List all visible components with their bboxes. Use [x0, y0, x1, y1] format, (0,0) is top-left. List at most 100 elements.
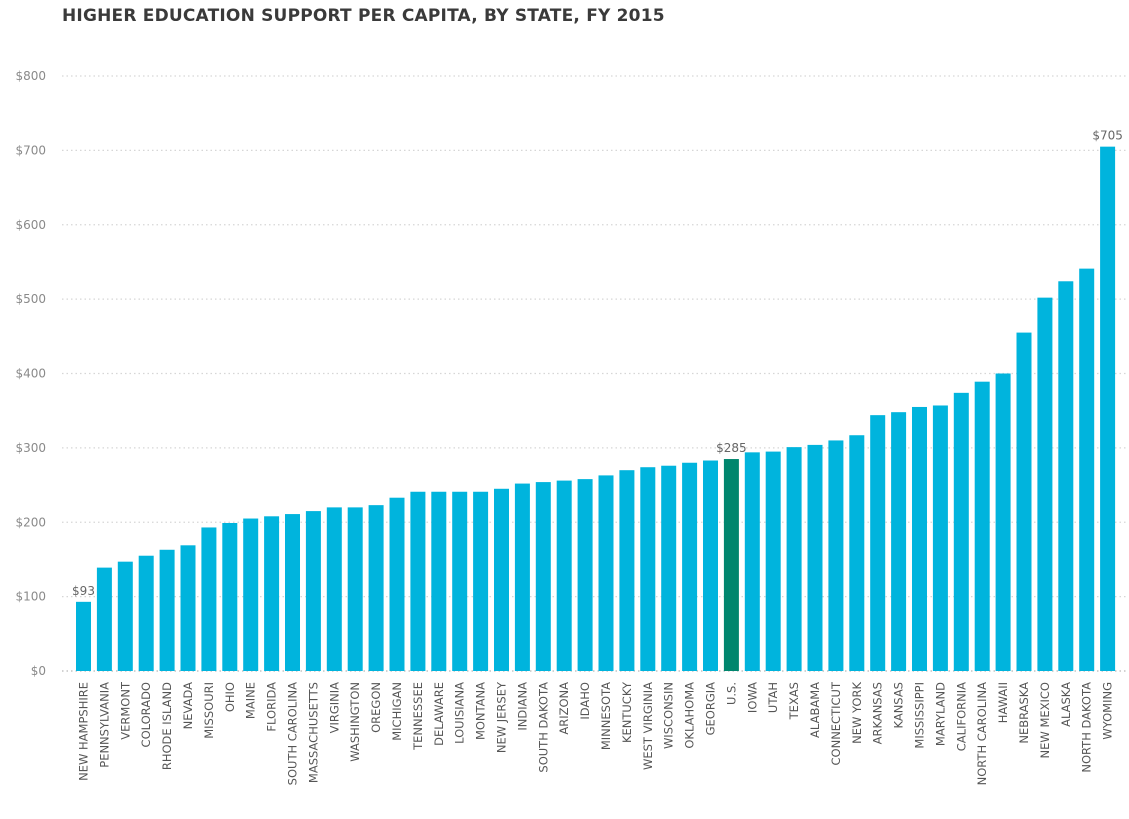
y-tick-label: $200	[15, 515, 46, 529]
bar	[1037, 297, 1053, 671]
x-tick-label: KENTUCKY	[620, 681, 634, 743]
y-axis: $0 $100 $200 $300 $400 $500 $600 $700 $800	[15, 69, 46, 678]
x-tick-label: NEVADA	[181, 682, 195, 730]
x-tick-label: DELAWARE	[432, 682, 446, 746]
bar	[640, 467, 656, 671]
bar	[305, 511, 321, 671]
x-tick-label: NORTH CAROLINA	[975, 682, 989, 785]
bar	[786, 447, 802, 671]
bar	[1100, 146, 1116, 671]
x-tick-label: FLORIDA	[265, 682, 279, 732]
x-tick-label: CALIFORNIA	[954, 682, 968, 751]
x-tick-label: MAINE	[244, 682, 258, 719]
x-tick-label: VIRGINIA	[327, 682, 341, 734]
x-tick-label: WISCONSIN	[662, 682, 676, 749]
bar	[494, 488, 509, 671]
x-tick-label: TEXAS	[787, 682, 801, 720]
bar	[535, 482, 551, 671]
bar	[76, 601, 91, 671]
x-tick-label: GEORGIA	[704, 682, 718, 736]
bar	[138, 555, 154, 671]
x-tick-label: INDIANA	[515, 682, 529, 731]
bar	[326, 507, 342, 671]
x-tick-label: TENNESSEE	[411, 682, 425, 751]
x-tick-label: SOUTH DAKOTA	[536, 682, 550, 773]
bar	[682, 462, 698, 671]
x-tick-label: MARYLAND	[933, 682, 947, 746]
bar	[723, 459, 739, 671]
y-tick-label: $400	[15, 367, 46, 381]
x-tick-label: UTAH	[766, 682, 780, 713]
x-tick-label: OKLAHOMA	[683, 682, 697, 749]
bar	[96, 567, 112, 671]
y-tick-label: $600	[15, 218, 46, 232]
bar	[514, 483, 530, 671]
bar	[117, 561, 133, 671]
bar	[619, 470, 635, 671]
bar	[285, 514, 300, 671]
bar	[264, 516, 280, 671]
x-tick-label: U.S.	[724, 682, 738, 705]
y-tick-label: $100	[15, 590, 46, 604]
x-tick-label: MINNESOTA	[599, 682, 613, 750]
x-tick-label: MICHIGAN	[390, 682, 404, 741]
bar	[828, 440, 844, 671]
bar	[180, 545, 196, 671]
x-tick-label: KANSAS	[892, 682, 906, 729]
y-tick-label: $500	[15, 292, 46, 306]
x-tick-label: ARKANSAS	[871, 682, 885, 744]
bar	[473, 491, 489, 671]
bar	[556, 480, 572, 671]
x-tick-label: WEST VIRGINIA	[641, 682, 655, 770]
bar	[744, 452, 760, 671]
data-label: $285	[716, 441, 747, 455]
x-tick-label: CONNECTICUT	[829, 681, 843, 765]
x-tick-label: MASSACHUSETTS	[306, 682, 320, 783]
bars	[76, 146, 1116, 671]
x-tick-label: NEW HAMPSHIRE	[77, 682, 91, 781]
bar	[953, 392, 969, 671]
bar	[891, 412, 907, 671]
data-labels: $93 $285 $705	[72, 129, 1123, 598]
bar	[849, 435, 865, 671]
x-tick-label: HAWAII	[996, 682, 1010, 723]
bar	[410, 491, 426, 671]
x-tick-label: IOWA	[745, 682, 759, 713]
y-tick-label: $300	[15, 441, 46, 455]
bar	[347, 507, 363, 671]
bar	[1058, 281, 1074, 671]
x-tick-label: NEW MEXICO	[1038, 682, 1052, 758]
y-tick-label: $700	[15, 143, 46, 157]
bar	[932, 405, 948, 671]
x-tick-label: LOUISIANA	[453, 682, 467, 744]
x-tick-label: NEBRASKA	[1017, 682, 1031, 744]
gridlines	[62, 75, 1127, 672]
x-tick-label: OHIO	[223, 682, 237, 712]
x-tick-label: SOUTH CAROLINA	[286, 682, 300, 785]
x-tick-label: ALASKA	[1059, 682, 1073, 727]
bar	[452, 491, 468, 671]
bar	[807, 444, 823, 671]
x-tick-label: PENNSYLVANIA	[97, 682, 111, 768]
x-tick-label: OREGON	[369, 682, 383, 733]
x-tick-label: WASHINGTON	[348, 682, 362, 762]
bar	[431, 491, 447, 671]
bar	[577, 479, 593, 671]
bar	[201, 527, 217, 671]
y-tick-label: $0	[31, 664, 46, 678]
bar	[389, 497, 405, 671]
x-tick-label: ALABAMA	[808, 682, 822, 738]
chart-title: HIGHER EDUCATION SUPPORT PER CAPITA, BY …	[62, 6, 665, 26]
bar	[222, 522, 238, 671]
x-tick-label: NORTH DAKOTA	[1080, 682, 1094, 773]
x-tick-label: NEW JERSEY	[495, 681, 509, 753]
x-tick-label: IDAHO	[578, 682, 592, 720]
bar	[598, 475, 614, 671]
bar	[368, 505, 384, 671]
bar	[995, 373, 1011, 671]
data-label: $93	[72, 584, 95, 598]
bar	[765, 451, 781, 671]
bar	[1079, 268, 1095, 671]
bar	[703, 460, 718, 671]
bar	[1016, 332, 1032, 671]
